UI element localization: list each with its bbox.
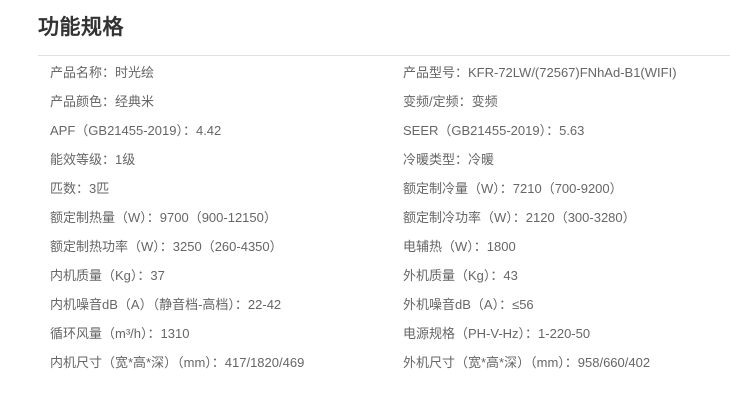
spec-cell-indoor-noise: 内机噪音dB（A）（静音档-高档）：22-42 bbox=[50, 297, 282, 312]
title-divider bbox=[38, 55, 730, 56]
spec-cell-cooling-power: 额定制冷功率（W）：2120（300-3280） bbox=[403, 210, 636, 225]
spec-row: 匹数：3匹 额定制冷量（W）：7210（700-9200） bbox=[38, 174, 730, 203]
spec-cell-air-circulation: 循环风量（m³/h）：1310 bbox=[50, 326, 190, 341]
spec-cell-outdoor-noise: 外机噪音dB（A）：≤56 bbox=[403, 297, 534, 312]
spec-cell-product-model: 产品型号：KFR-72LW/(72567)FNhAd-B1(WIFI) bbox=[403, 65, 677, 80]
spec-row: 产品名称：时光绘 产品型号：KFR-72LW/(72567)FNhAd-B1(W… bbox=[38, 58, 730, 87]
spec-row: 额定制热量（W）：9700（900-12150） 额定制冷功率（W）：2120（… bbox=[38, 203, 730, 232]
spec-cell-power-supply: 电源规格（PH-V-Hz）：1-220-50 bbox=[403, 326, 591, 341]
spec-row: 内机噪音dB（A）（静音档-高档）：22-42 外机噪音dB（A）：≤56 bbox=[38, 290, 730, 319]
spec-cell-indoor-dimensions: 内机尺寸（宽*高*深）（mm）：417/1820/469 bbox=[50, 355, 305, 370]
spec-cell-horsepower: 匹数：3匹 bbox=[50, 181, 110, 196]
spec-cell-seer: SEER（GB21455-2019）：5.63 bbox=[403, 123, 585, 138]
spec-cell-product-color: 产品颜色：经典米 bbox=[50, 94, 155, 109]
spec-cell-outdoor-dimensions: 外机尺寸（宽*高*深）（mm）：958/660/402 bbox=[403, 355, 651, 370]
spec-row: 产品颜色：经典米 变频/定频：变频 bbox=[38, 87, 730, 116]
spec-table: 产品名称：时光绘 产品型号：KFR-72LW/(72567)FNhAd-B1(W… bbox=[38, 56, 730, 377]
spec-cell-heating-power: 额定制热功率（W）：3250（260-4350） bbox=[50, 239, 283, 254]
spec-cell-rated-heating: 额定制热量（W）：9700（900-12150） bbox=[50, 210, 277, 225]
spec-cell-energy-grade: 能效等级：1级 bbox=[50, 152, 136, 167]
spec-row: 内机尺寸（宽*高*深）（mm）：417/1820/469 外机尺寸（宽*高*深）… bbox=[38, 348, 730, 377]
spec-row: 循环风量（m³/h）：1310 电源规格（PH-V-Hz）：1-220-50 bbox=[38, 319, 730, 348]
spec-row: 额定制热功率（W）：3250（260-4350） 电辅热（W）：1800 bbox=[38, 232, 730, 261]
spec-cell-apf: APF（GB21455-2019）：4.42 bbox=[50, 123, 222, 138]
spec-cell-outdoor-weight: 外机质量（Kg）：43 bbox=[403, 268, 518, 283]
section-title: 功能规格 bbox=[38, 16, 124, 39]
spec-cell-inverter-type: 变频/定频：变频 bbox=[403, 94, 498, 109]
spec-cell-product-name: 产品名称：时光绘 bbox=[50, 65, 155, 80]
spec-row: APF（GB21455-2019）：4.42 SEER（GB21455-2019… bbox=[38, 116, 730, 145]
spec-cell-electric-aux-heat: 电辅热（W）：1800 bbox=[403, 239, 516, 254]
spec-row: 能效等级：1级 冷暖类型：冷暖 bbox=[38, 145, 730, 174]
spec-cell-cooling-heating: 冷暖类型：冷暖 bbox=[403, 152, 495, 167]
spec-cell-rated-cooling: 额定制冷量（W）：7210（700-9200） bbox=[403, 181, 623, 196]
spec-row: 内机质量（Kg）：37 外机质量（Kg）：43 bbox=[38, 261, 730, 290]
spec-cell-indoor-weight: 内机质量（Kg）：37 bbox=[50, 268, 165, 283]
